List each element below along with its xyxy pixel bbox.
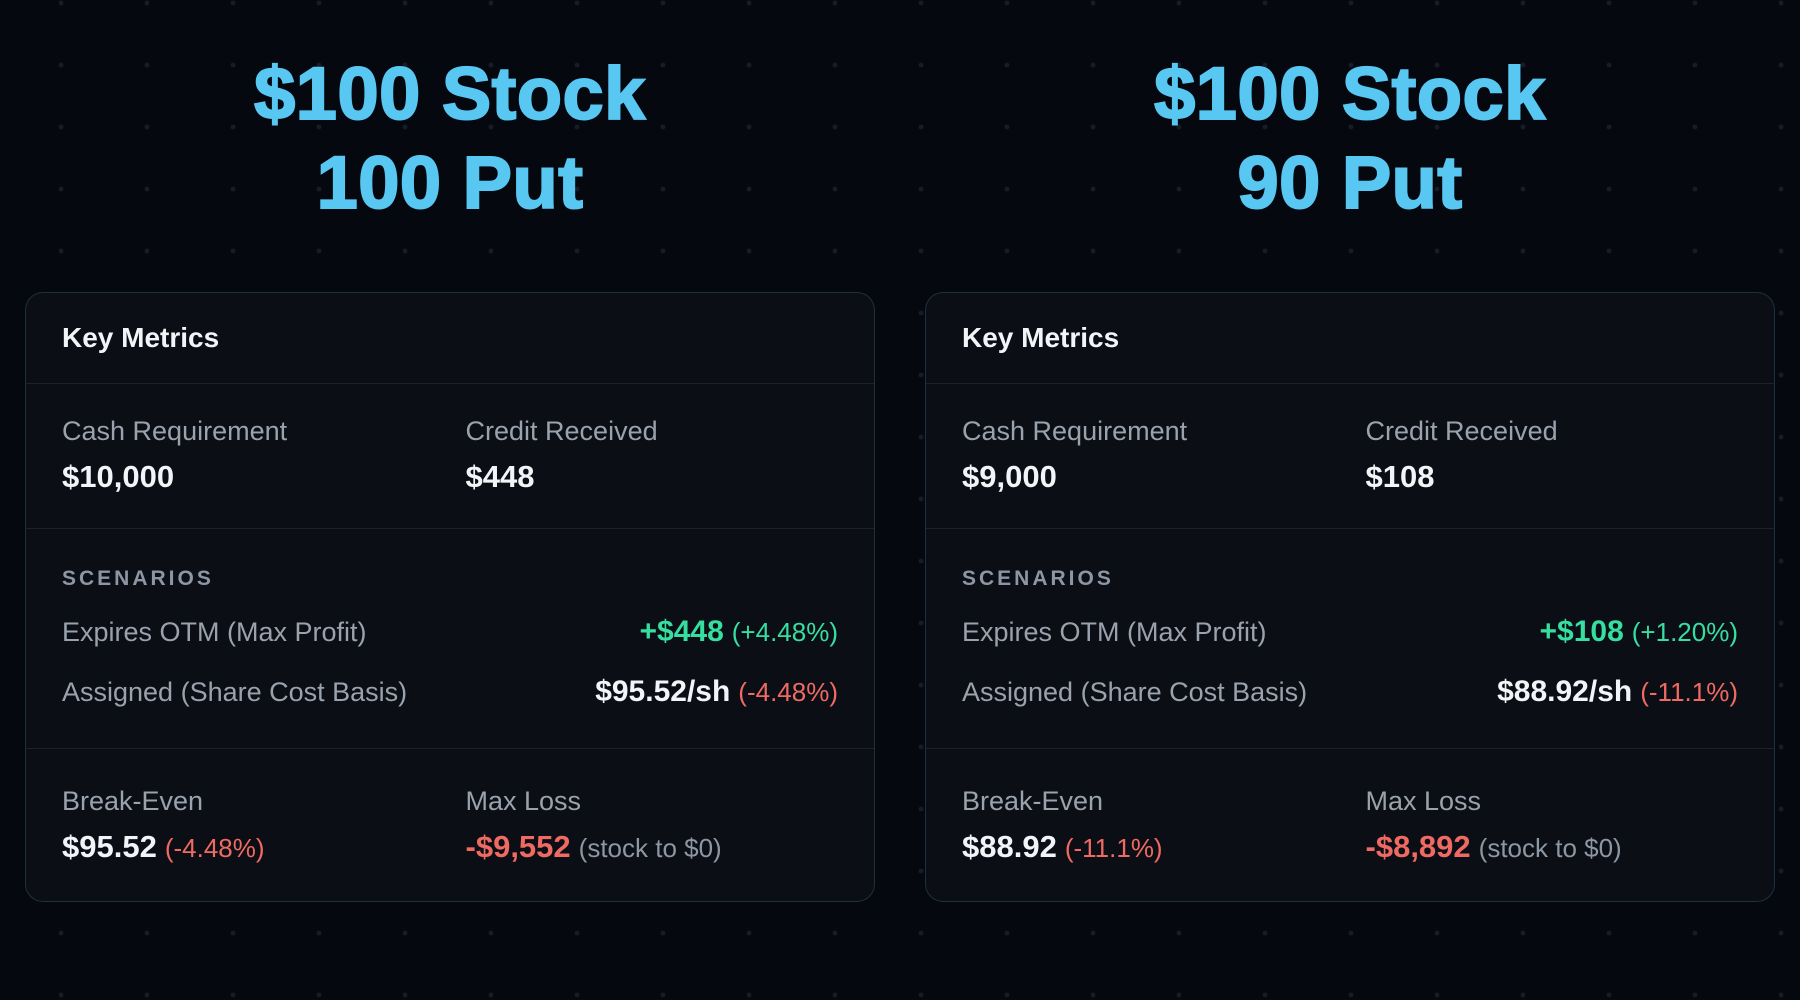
break-even-label: Break-Even [962,786,1104,817]
max-loss-value-group: -$8,892 (stock to $0) [1366,829,1738,865]
expires-otm-label: Expires OTM (Max Profit) [62,617,367,648]
card-header: Key Metrics [26,293,874,383]
break-even-value-group: $88.92 (-11.1%) [962,829,1366,865]
break-even-metric: Break-Even $88.92 (-11.1%) [962,786,1366,865]
max-loss-note: (stock to $0) [1478,833,1622,864]
max-loss-label: Max Loss [1365,786,1482,817]
scenarios-heading: SCENARIOS [962,567,1114,591]
requirements-section: Cash Requirement $9,000 Credit Received … [926,382,1774,528]
cash-requirement-metric: Cash Requirement $10,000 [62,416,466,495]
expires-otm-value: +$108 [1539,615,1624,649]
card-header-title: Key Metrics [962,321,1120,353]
scenarios-section: SCENARIOS Expires OTM (Max Profit) +$448… [26,527,874,748]
assigned-value-group: $95.52/sh (-4.48%) [595,675,838,709]
break-even-value-group: $95.52 (-4.48%) [62,829,466,865]
break-even-metric: Break-Even $95.52 (-4.48%) [62,786,466,865]
scenarios-section: SCENARIOS Expires OTM (Max Profit) +$108… [926,527,1774,748]
key-metrics-card: Key Metrics Cash Requirement $9,000 Cred… [925,291,1775,902]
strategy-title-line2: 100 Put [316,140,584,225]
max-loss-note: (stock to $0) [578,833,722,864]
assigned-value-group: $88.92/sh (-11.1%) [1497,675,1738,709]
expires-otm-row: Expires OTM (Max Profit) +$108 (+1.20%) [962,615,1738,649]
break-even-percent: (-11.1%) [1064,833,1163,864]
break-even-value: $88.92 [962,829,1057,865]
strategy-title-line1: $100 Stock [253,51,646,136]
max-loss-value: -$9,552 [465,829,571,865]
requirements-section: Cash Requirement $10,000 Credit Received… [26,382,874,528]
expires-otm-label: Expires OTM (Max Profit) [962,617,1267,648]
risk-section: Break-Even $88.92 (-11.1%) Max Loss -$8,8… [926,747,1774,901]
scenarios-heading: SCENARIOS [62,567,214,591]
card-header-title: Key Metrics [62,321,220,353]
cash-requirement-value: $10,000 [62,459,175,495]
break-even-label: Break-Even [62,786,204,817]
expires-otm-value-group: +$108 (+1.20%) [1540,615,1739,649]
credit-received-value: $108 [1365,459,1435,495]
expires-otm-value-group: +$448 (+4.48%) [640,615,839,649]
assigned-value: $95.52/sh [595,675,731,709]
max-loss-metric: Max Loss -$8,892 (stock to $0) [1366,786,1738,865]
strategy-column-100-put: $100 Stock 100 Put Key Metrics Cash Requ… [0,50,900,902]
strategy-title-line2: 90 Put [1236,140,1463,225]
cash-requirement-value: $9,000 [962,459,1057,495]
assigned-percent: (-4.48%) [738,677,838,708]
break-even-percent: (-4.48%) [164,833,265,864]
strategy-title: $100 Stock 100 Put [0,50,900,228]
key-metrics-card: Key Metrics Cash Requirement $10,000 Cre… [25,291,875,902]
assigned-value: $88.92/sh [1497,675,1633,709]
credit-received-value: $448 [465,459,535,495]
max-loss-value: -$8,892 [1365,829,1471,865]
credit-received-metric: Credit Received $108 [1366,416,1738,495]
cash-requirement-label: Cash Requirement [962,416,1188,447]
assigned-label: Assigned (Share Cost Basis) [962,677,1308,708]
assigned-row: Assigned (Share Cost Basis) $88.92/sh (-1… [962,675,1738,709]
expires-otm-value: +$448 [639,615,724,649]
cash-requirement-label: Cash Requirement [62,416,288,447]
assigned-percent: (-11.1%) [1640,677,1738,708]
card-header: Key Metrics [926,293,1774,383]
max-loss-label: Max Loss [465,786,582,817]
expires-otm-row: Expires OTM (Max Profit) +$448 (+4.48%) [62,615,838,649]
assigned-row: Assigned (Share Cost Basis) $95.52/sh (-4… [62,675,838,709]
assigned-label: Assigned (Share Cost Basis) [62,677,408,708]
credit-received-metric: Credit Received $448 [466,416,838,495]
credit-received-label: Credit Received [1365,416,1558,447]
expires-otm-percent: (+1.20%) [1631,617,1738,648]
strategy-column-90-put: $100 Stock 90 Put Key Metrics Cash Requi… [900,0,1800,1000]
strategy-title: $100 Stock 90 Put [900,50,1800,228]
cash-requirement-metric: Cash Requirement $9,000 [962,416,1366,495]
max-loss-metric: Max Loss -$9,552 (stock to $0) [466,786,838,865]
strategy-title-line1: $100 Stock [1153,51,1546,136]
max-loss-value-group: -$9,552 (stock to $0) [466,829,838,865]
credit-received-label: Credit Received [465,416,658,447]
expires-otm-percent: (+4.48%) [731,617,838,648]
risk-section: Break-Even $95.52 (-4.48%) Max Loss -$9,5… [26,747,874,901]
break-even-value: $95.52 [62,829,157,865]
